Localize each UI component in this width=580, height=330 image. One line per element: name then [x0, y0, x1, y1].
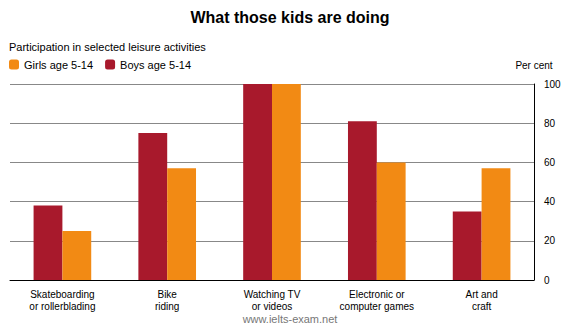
- svg-text:Girls age 5-14: Girls age 5-14: [24, 59, 93, 71]
- svg-text:100: 100: [544, 79, 561, 90]
- svg-text:craft: craft: [472, 301, 492, 312]
- svg-text:www.ielts-exam.net: www.ielts-exam.net: [242, 313, 338, 325]
- svg-text:Participation in selected leis: Participation in selected leisure activi…: [9, 41, 206, 53]
- svg-text:Boys age 5-14: Boys age 5-14: [120, 59, 191, 71]
- svg-text:Art and: Art and: [465, 289, 497, 300]
- svg-text:or videos: or videos: [252, 301, 293, 312]
- svg-text:Per cent: Per cent: [515, 60, 552, 71]
- svg-text:Watching TV: Watching TV: [244, 289, 301, 300]
- svg-text:60: 60: [544, 157, 556, 168]
- svg-text:or rollerblading: or rollerblading: [29, 301, 95, 312]
- svg-text:0: 0: [544, 275, 550, 286]
- svg-text:computer games: computer games: [340, 301, 414, 312]
- svg-text:80: 80: [544, 118, 556, 129]
- svg-text:Bike: Bike: [157, 289, 177, 300]
- svg-text:What those kids are doing: What those kids are doing: [190, 9, 389, 26]
- svg-text:20: 20: [544, 235, 556, 246]
- svg-text:40: 40: [544, 196, 556, 207]
- svg-text:Electronic or: Electronic or: [349, 289, 405, 300]
- svg-text:Skateboarding: Skateboarding: [30, 289, 95, 300]
- svg-text:riding: riding: [155, 301, 179, 312]
